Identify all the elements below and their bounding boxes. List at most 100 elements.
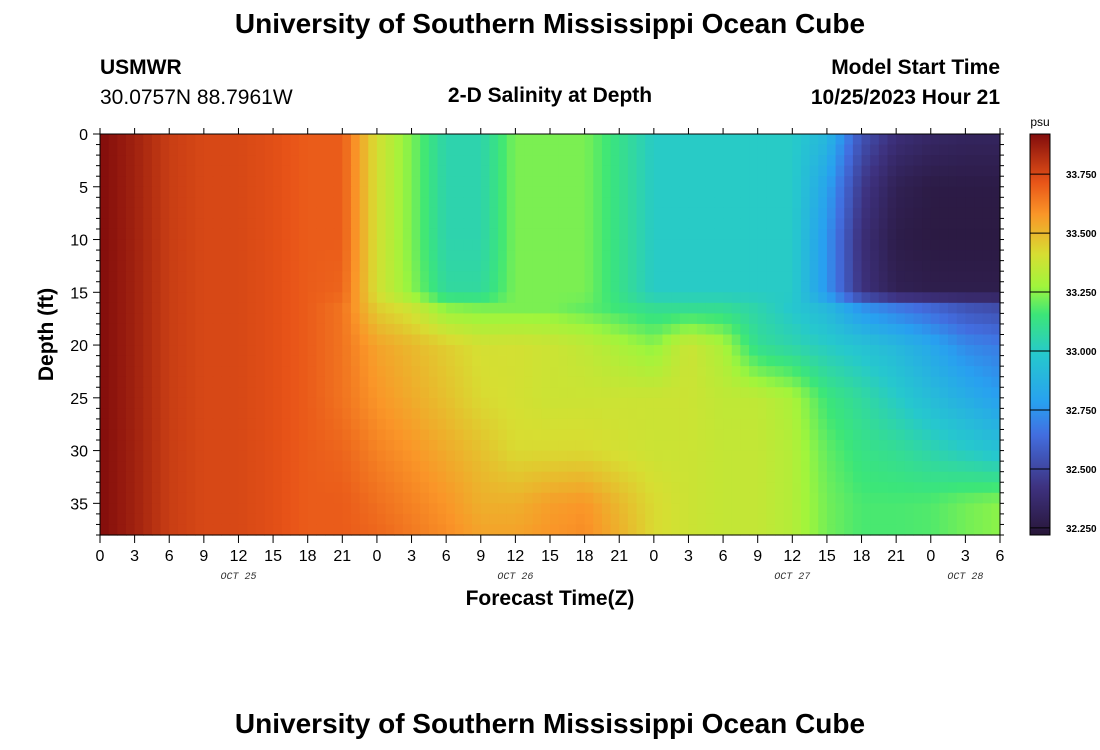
heatmap-cell — [394, 313, 404, 325]
heatmap-cell — [134, 250, 144, 262]
heatmap-cell — [896, 302, 906, 314]
heatmap-cell — [541, 492, 551, 504]
heatmap-cell — [965, 302, 975, 314]
heatmap-cell — [100, 323, 110, 336]
heatmap-cell — [731, 355, 741, 367]
heatmap-cell — [965, 228, 975, 241]
heatmap-cell — [480, 524, 491, 536]
heatmap-cell — [714, 440, 724, 452]
heatmap-cell — [662, 492, 672, 504]
heatmap-cell — [472, 186, 482, 198]
heatmap-cell — [376, 376, 387, 388]
heatmap-cell — [108, 271, 118, 283]
heatmap-cell — [480, 176, 491, 188]
heatmap-cell — [238, 376, 248, 388]
heatmap-cell — [325, 376, 335, 388]
heatmap-cell — [922, 292, 932, 304]
heatmap-cell — [627, 408, 638, 420]
heatmap-cell — [930, 271, 941, 283]
heatmap-cell — [809, 503, 819, 515]
heatmap-cell — [878, 397, 889, 409]
heatmap-cell — [861, 218, 871, 230]
heatmap-cell — [342, 387, 352, 399]
heatmap-cell — [705, 313, 716, 325]
heatmap-cell — [350, 313, 361, 325]
heatmap-cell — [238, 355, 248, 367]
heatmap-cell — [818, 197, 828, 209]
heatmap-cell — [498, 471, 508, 483]
heatmap-cell — [212, 197, 222, 209]
heatmap-cell — [177, 440, 188, 452]
heatmap-cell — [177, 144, 188, 156]
heatmap-cell — [956, 418, 966, 431]
heatmap-cell — [948, 471, 958, 483]
heatmap-cell — [558, 482, 568, 494]
heatmap-cell — [956, 218, 966, 230]
heatmap-cell — [714, 281, 724, 293]
heatmap-cell — [247, 492, 257, 504]
heatmap-cell — [541, 207, 551, 220]
heatmap-cell — [844, 144, 854, 156]
heatmap-cell — [160, 376, 170, 388]
heatmap-cell — [740, 134, 750, 146]
heatmap-cell — [506, 471, 516, 483]
heatmap-cell — [679, 271, 690, 283]
heatmap-cell — [463, 250, 473, 262]
heatmap-cell — [723, 260, 733, 272]
heatmap-cell — [818, 397, 828, 409]
heatmap-cell — [835, 186, 845, 198]
heatmap-cell — [922, 302, 932, 314]
heatmap-cell — [420, 355, 430, 367]
heatmap-cell — [212, 239, 222, 251]
model-start-time: 10/25/2023 Hour 21 — [810, 86, 1000, 109]
heatmap-cell — [922, 228, 932, 241]
heatmap-cell — [922, 513, 932, 526]
heatmap-cell — [472, 218, 482, 230]
heatmap-cell — [524, 165, 534, 177]
heatmap-cell — [645, 366, 655, 378]
heatmap-cell — [783, 313, 793, 325]
heatmap-cell — [757, 218, 767, 230]
heatmap-cell — [255, 461, 266, 473]
heatmap-cell — [662, 176, 672, 188]
heatmap-cell — [688, 418, 698, 431]
heatmap-cell — [342, 429, 352, 441]
heatmap-cell — [394, 355, 404, 367]
heatmap-cell — [913, 197, 923, 209]
heatmap-cell — [818, 440, 828, 452]
heatmap-cell — [826, 218, 837, 230]
heatmap-cell — [359, 397, 369, 409]
heatmap-cell — [723, 218, 733, 230]
heatmap-cell — [671, 260, 681, 272]
heatmap-cell — [645, 228, 655, 241]
heatmap-cell — [342, 250, 352, 262]
heatmap-cell — [411, 186, 421, 198]
heatmap-cell — [575, 397, 586, 409]
heatmap-cell — [480, 418, 491, 431]
heatmap-cell — [948, 429, 958, 441]
heatmap-cell — [818, 218, 828, 230]
heatmap-cell — [299, 239, 309, 251]
heatmap-cell — [264, 471, 274, 483]
heatmap-cell — [550, 165, 560, 177]
heatmap-cell — [610, 250, 620, 262]
heatmap-cell — [273, 313, 283, 325]
heatmap-cell — [342, 345, 352, 357]
heatmap-cell — [169, 355, 179, 367]
heatmap-cell — [775, 176, 785, 188]
heatmap-cell — [844, 345, 854, 357]
heatmap-cell — [428, 492, 439, 504]
heatmap-cell — [671, 408, 681, 420]
heatmap-cell — [385, 313, 395, 325]
heatmap-cell — [524, 313, 534, 325]
heatmap-cell — [316, 440, 326, 452]
heatmap-cell — [982, 503, 992, 515]
heatmap-cell — [904, 197, 915, 209]
heatmap-cell — [255, 355, 266, 367]
heatmap-cell — [939, 387, 949, 399]
heatmap-cell — [325, 492, 335, 504]
heatmap-cell — [247, 323, 257, 336]
heatmap-cell — [454, 408, 465, 420]
heatmap-cell — [524, 429, 534, 441]
heatmap-cell — [359, 207, 369, 220]
